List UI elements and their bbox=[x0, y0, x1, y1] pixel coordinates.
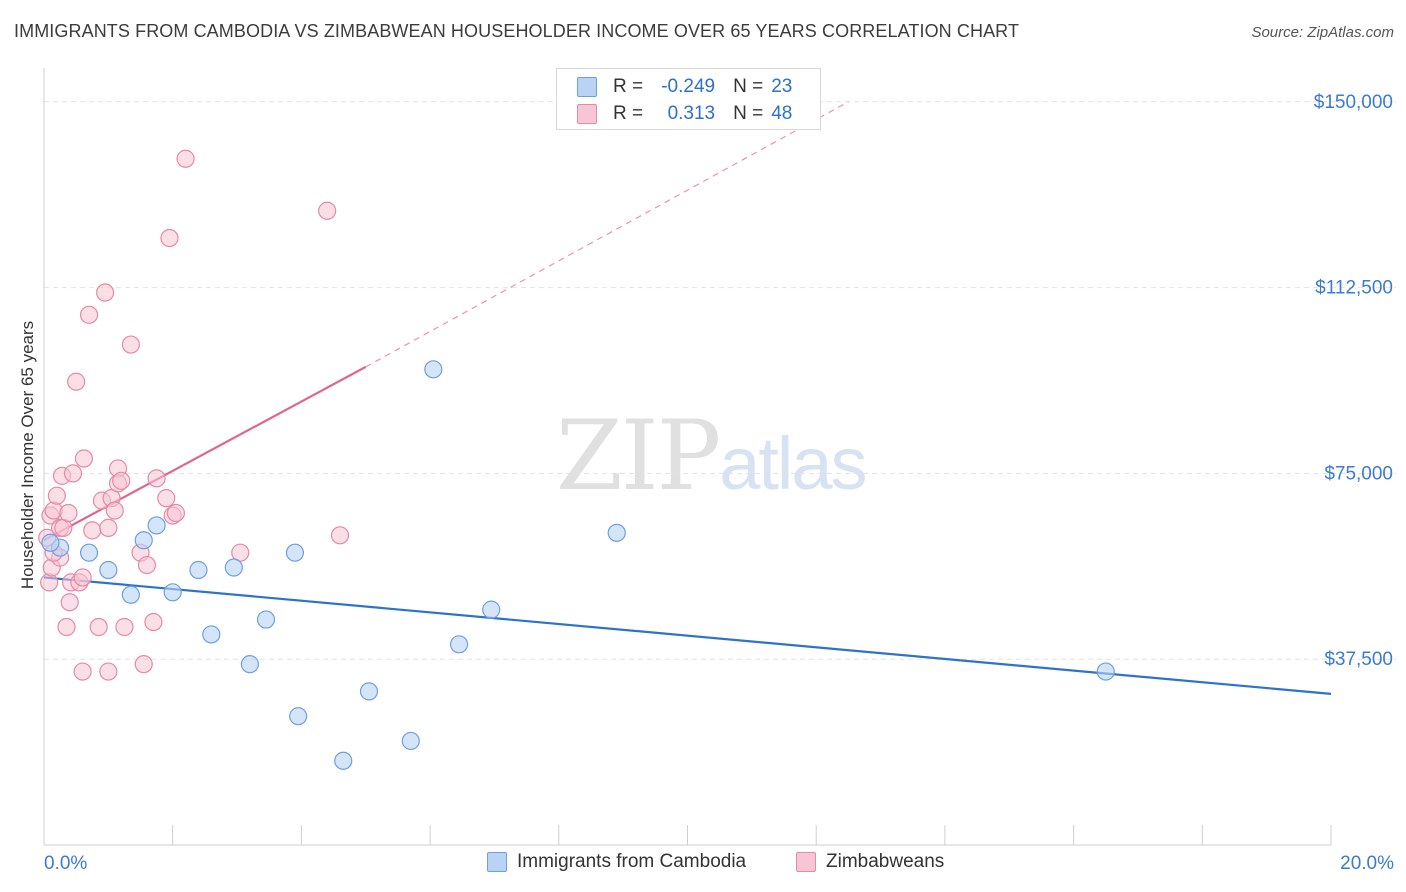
data-point-cambodia bbox=[134, 531, 153, 550]
y-axis-label: Householder Income Over 65 years bbox=[18, 320, 37, 590]
data-point-zimbabwe bbox=[89, 617, 108, 637]
data-point-zimbabwe bbox=[160, 228, 179, 248]
data-point-cambodia bbox=[224, 558, 243, 577]
data-point-zimbabwe bbox=[137, 555, 157, 575]
source-label: Source: ZipAtlas.com bbox=[1251, 24, 1394, 41]
data-point-cambodia bbox=[285, 543, 305, 562]
y-tick-label: $75,000 bbox=[1324, 463, 1393, 484]
legend-n-label: N = bbox=[733, 103, 764, 124]
data-point-cambodia bbox=[289, 707, 308, 726]
data-point-zimbabwe bbox=[67, 372, 86, 391]
data-point-zimbabwe bbox=[330, 526, 350, 545]
legend-r-value: -0.249 bbox=[661, 76, 716, 97]
legend-swatch-blue bbox=[577, 77, 597, 97]
bottom-legend-swatch-pink bbox=[796, 852, 816, 872]
data-point-cambodia bbox=[202, 625, 221, 644]
bottom-legend-cambodia: Immigrants from Cambodia bbox=[487, 851, 746, 873]
data-point-zimbabwe bbox=[44, 501, 63, 520]
data-point-zimbabwe bbox=[318, 201, 337, 220]
data-point-zimbabwe bbox=[47, 486, 66, 505]
data-point-zimbabwe bbox=[144, 612, 163, 632]
y-tick-label: $112,500 bbox=[1315, 278, 1393, 299]
data-points bbox=[38, 149, 1115, 770]
data-point-cambodia bbox=[482, 600, 501, 619]
trend-lines bbox=[43, 101, 1332, 695]
trend-line-cambodia bbox=[43, 576, 1332, 695]
data-point-zimbabwe bbox=[57, 617, 76, 637]
legend-n-value: 48 bbox=[771, 103, 793, 124]
data-point-zimbabwe bbox=[59, 503, 78, 523]
data-point-cambodia bbox=[189, 560, 208, 580]
correlation-legend: R = -0.249 N = 23 R = 0.313 N = 48 bbox=[556, 68, 821, 130]
data-point-zimbabwe bbox=[115, 617, 134, 637]
data-point-cambodia bbox=[163, 583, 182, 602]
watermark-atlas: atlas bbox=[719, 422, 867, 505]
x-tick-label: 0.0% bbox=[44, 853, 87, 874]
data-point-cambodia bbox=[424, 360, 443, 379]
axes bbox=[43, 68, 1332, 846]
data-point-zimbabwe bbox=[157, 489, 176, 508]
bottom-legend-swatch-blue bbox=[487, 852, 507, 872]
watermark: ZIPatlas bbox=[556, 400, 868, 512]
data-point-cambodia bbox=[121, 585, 140, 604]
data-point-zimbabwe bbox=[166, 503, 186, 523]
data-point-zimbabwe bbox=[99, 518, 118, 537]
data-point-zimbabwe bbox=[79, 305, 99, 324]
data-point-cambodia bbox=[79, 543, 99, 562]
legend-r-label: R = bbox=[613, 103, 644, 124]
watermark-zip: ZIP bbox=[556, 400, 721, 512]
chart-title: IMMIGRANTS FROM CAMBODIA VS ZIMBABWEAN H… bbox=[14, 21, 1020, 41]
trend-line-zimbabwe-extension bbox=[365, 101, 849, 368]
legend-r-value: 0.313 bbox=[667, 103, 716, 124]
legend-n-value: 23 bbox=[771, 76, 793, 97]
data-point-zimbabwe bbox=[40, 573, 59, 592]
x-tick-label: 20.0% bbox=[1340, 853, 1394, 874]
data-point-zimbabwe bbox=[73, 568, 92, 587]
legend-n-label: N = bbox=[733, 76, 764, 97]
y-tick-label: $37,500 bbox=[1324, 649, 1393, 670]
data-point-zimbabwe bbox=[121, 335, 140, 354]
data-point-cambodia bbox=[401, 731, 420, 751]
data-point-cambodia bbox=[449, 635, 469, 654]
legend-row-zimbabwe: R = 0.313 N = 48 bbox=[577, 100, 792, 128]
data-point-zimbabwe bbox=[83, 521, 102, 540]
bottom-legend-label-zimbabwe: Zimbabweans bbox=[826, 851, 945, 872]
trend-line-zimbabwe bbox=[43, 365, 367, 542]
bottom-legend-zimbabwe: Zimbabweans bbox=[796, 851, 944, 873]
data-point-zimbabwe bbox=[63, 464, 83, 483]
data-point-cambodia bbox=[240, 655, 260, 674]
legend-row-cambodia: R = -0.249 N = 23 bbox=[577, 73, 792, 101]
data-point-zimbabwe bbox=[147, 469, 166, 488]
data-point-zimbabwe bbox=[73, 662, 92, 681]
data-point-cambodia bbox=[1096, 662, 1115, 681]
bottom-legend-label-cambodia: Immigrants from Cambodia bbox=[517, 851, 747, 872]
data-point-zimbabwe bbox=[112, 471, 131, 490]
data-point-zimbabwe bbox=[60, 593, 79, 612]
data-point-cambodia bbox=[147, 516, 166, 535]
data-point-cambodia bbox=[607, 523, 626, 542]
legend-swatch-pink bbox=[577, 104, 597, 124]
y-tick-label: $150,000 bbox=[1314, 92, 1393, 113]
data-point-cambodia bbox=[41, 533, 60, 552]
data-point-zimbabwe bbox=[105, 501, 124, 520]
data-point-cambodia bbox=[99, 560, 118, 580]
data-point-zimbabwe bbox=[74, 449, 93, 468]
data-point-cambodia bbox=[256, 610, 276, 629]
data-point-zimbabwe bbox=[176, 149, 195, 168]
data-point-zimbabwe bbox=[96, 283, 115, 302]
data-point-zimbabwe bbox=[99, 662, 118, 681]
tick-labels: $37,500 $75,000 $112,500 $150,000 0.0% 20.0% bbox=[44, 92, 1394, 874]
data-point-cambodia bbox=[334, 751, 353, 770]
data-point-cambodia bbox=[359, 682, 379, 701]
data-point-zimbabwe bbox=[134, 655, 153, 674]
legend-r-label: R = bbox=[613, 76, 644, 97]
grid-lines bbox=[44, 101, 1396, 660]
